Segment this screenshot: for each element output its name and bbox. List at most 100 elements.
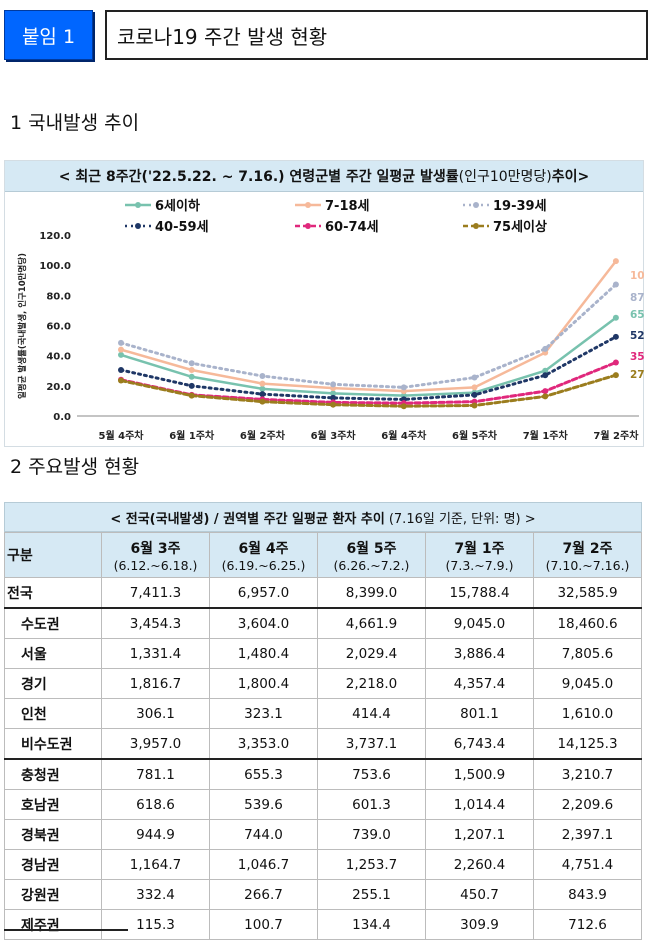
table-cell: 309.9 <box>425 909 534 940</box>
chart-title: < 최근 8주간('22.5.22. ~ 7.16.) 연령군별 주간 일평균 … <box>5 161 643 192</box>
y-tick-label: 100.0 <box>39 261 71 272</box>
table-cell: 6,957.0 <box>209 577 318 609</box>
table-row: 인천 306.1 323.1 414.4 801.1 1,610.0 <box>4 698 642 729</box>
legend-marker <box>135 202 141 208</box>
data-point <box>542 345 549 352</box>
data-point <box>259 380 266 387</box>
table-title-main: < 전국(국내발생) / 권역별 주간 일평균 환자 추이 <box>110 511 385 527</box>
table-cell: 414.4 <box>317 698 426 729</box>
table-cell: 3,353.0 <box>209 728 318 760</box>
data-point <box>612 333 619 340</box>
legend-marker <box>305 202 311 208</box>
region-label: 전국 <box>4 577 102 609</box>
table-cell: 306.1 <box>101 698 210 729</box>
data-point <box>612 281 619 288</box>
data-point <box>259 385 266 392</box>
attachment-badge: 붙임 1 <box>4 10 93 60</box>
data-point <box>612 314 619 321</box>
region-table: 구분 6월 3주 (6.12.~6.18.) 6월 4주 (6.19.~6.25.) 6월… <box>4 532 642 940</box>
data-point <box>188 373 195 380</box>
table-cell: 753.6 <box>317 758 426 790</box>
table-cell: 944.9 <box>101 819 210 850</box>
table-cell: 266.7 <box>209 879 318 910</box>
table-cell: 712.6 <box>533 909 642 940</box>
region-label: 충청권 <box>4 758 102 790</box>
data-point <box>330 390 337 397</box>
table-cell: 843.9 <box>533 879 642 910</box>
x-tick-label: 7월 1주차 <box>523 429 569 442</box>
series-line <box>119 373 618 408</box>
week-header: 6월 4주 (6.19.~6.25.) <box>209 532 318 578</box>
data-point <box>259 398 266 405</box>
table-cell: 3,886.4 <box>425 638 534 669</box>
legend-marker <box>135 223 141 229</box>
table-cell: 2,218.0 <box>317 668 426 699</box>
section-1-heading: 1 국내발생 추이 <box>10 112 140 134</box>
table-cell: 1,816.7 <box>101 668 210 699</box>
x-tick-label: 6월 4주차 <box>381 429 427 442</box>
table-cell: 100.7 <box>209 909 318 940</box>
table-cell: 539.6 <box>209 789 318 820</box>
table-cell: 1,610.0 <box>533 698 642 729</box>
table-cell: 781.1 <box>101 758 210 790</box>
table-cell: 3,737.1 <box>317 728 426 760</box>
data-point <box>188 360 195 367</box>
age-group-chart: < 최근 8주간('22.5.22. ~ 7.16.) 연령군별 주간 일평균 … <box>4 160 645 447</box>
data-point <box>471 384 478 391</box>
end-value-label: 35.5 <box>630 351 645 363</box>
table-cell: 1,207.1 <box>425 819 534 850</box>
week-range: (6.19.~6.25.) <box>221 557 306 573</box>
table-row: 서울 1,331.4 1,480.4 2,029.4 3,886.4 7,805.6 <box>4 638 642 669</box>
data-point <box>471 374 478 381</box>
table-header-row: 구분 6월 3주 (6.12.~6.18.) 6월 4주 (6.19.~6.25.) 6월… <box>4 532 642 578</box>
table-cell: 744.0 <box>209 819 318 850</box>
legend-label: 60-74세 <box>325 220 379 235</box>
data-point <box>118 351 124 358</box>
table-cell: 3,210.7 <box>533 758 642 790</box>
table-cell: 2,260.4 <box>425 849 534 880</box>
section-2-heading: 2 주요발생 현황 <box>10 456 140 478</box>
data-point <box>612 359 619 366</box>
legend-marker <box>473 202 479 208</box>
week-label: 7월 1주 <box>454 540 505 557</box>
data-point <box>188 366 195 373</box>
table-cell: 1,046.7 <box>209 849 318 880</box>
table-row: 수도권 3,454.3 3,604.0 4,661.9 9,045.0 18,460.6 <box>4 607 642 639</box>
y-tick-label: 80.0 <box>46 291 71 302</box>
week-range: (7.10.~7.16.) <box>545 557 630 573</box>
week-header: 6월 3주 (6.12.~6.18.) <box>101 532 210 578</box>
table-cell: 655.3 <box>209 758 318 790</box>
table-row: 경북권 944.9 744.0 739.0 1,207.1 2,397.1 <box>4 819 642 850</box>
data-point <box>330 381 337 388</box>
legend-label: 75세이상 <box>493 219 547 235</box>
table-cell: 18,460.6 <box>533 607 642 639</box>
data-point <box>330 401 337 408</box>
week-range: (7.3.~7.9.) <box>445 557 514 573</box>
table-cell: 2,029.4 <box>317 638 426 669</box>
table-cell: 739.0 <box>317 819 426 850</box>
series-line <box>119 259 618 393</box>
end-value-label: 27.1 <box>630 369 645 381</box>
data-point <box>542 393 549 400</box>
series-line <box>119 335 618 401</box>
bottom-rule <box>4 929 128 937</box>
table-cell: 3,604.0 <box>209 607 318 639</box>
table-cell: 9,045.0 <box>425 607 534 639</box>
table-cell: 1,014.4 <box>425 789 534 820</box>
chart-title-end: 추이> <box>551 169 590 185</box>
page-title-text: 코로나19 주간 발생 현황 <box>117 24 328 49</box>
end-value-label: 87.2 <box>630 292 645 304</box>
series-line <box>119 282 618 389</box>
y-tick-label: 120.0 <box>39 231 71 242</box>
region-label: 인천 <box>4 698 102 729</box>
table-cell: 15,788.4 <box>425 577 534 609</box>
table-cell: 255.1 <box>317 879 426 910</box>
table-cell: 3,454.3 <box>101 607 210 639</box>
region-label: 강원권 <box>4 879 102 910</box>
week-header: 7월 2주 (7.10.~7.16.) <box>533 532 642 578</box>
data-point <box>542 367 549 374</box>
table-row: 강원권 332.4 266.7 255.1 450.7 843.9 <box>4 879 642 910</box>
table-cell: 14,125.3 <box>533 728 642 760</box>
table-cell: 32,585.9 <box>533 577 642 609</box>
data-point <box>400 384 407 391</box>
